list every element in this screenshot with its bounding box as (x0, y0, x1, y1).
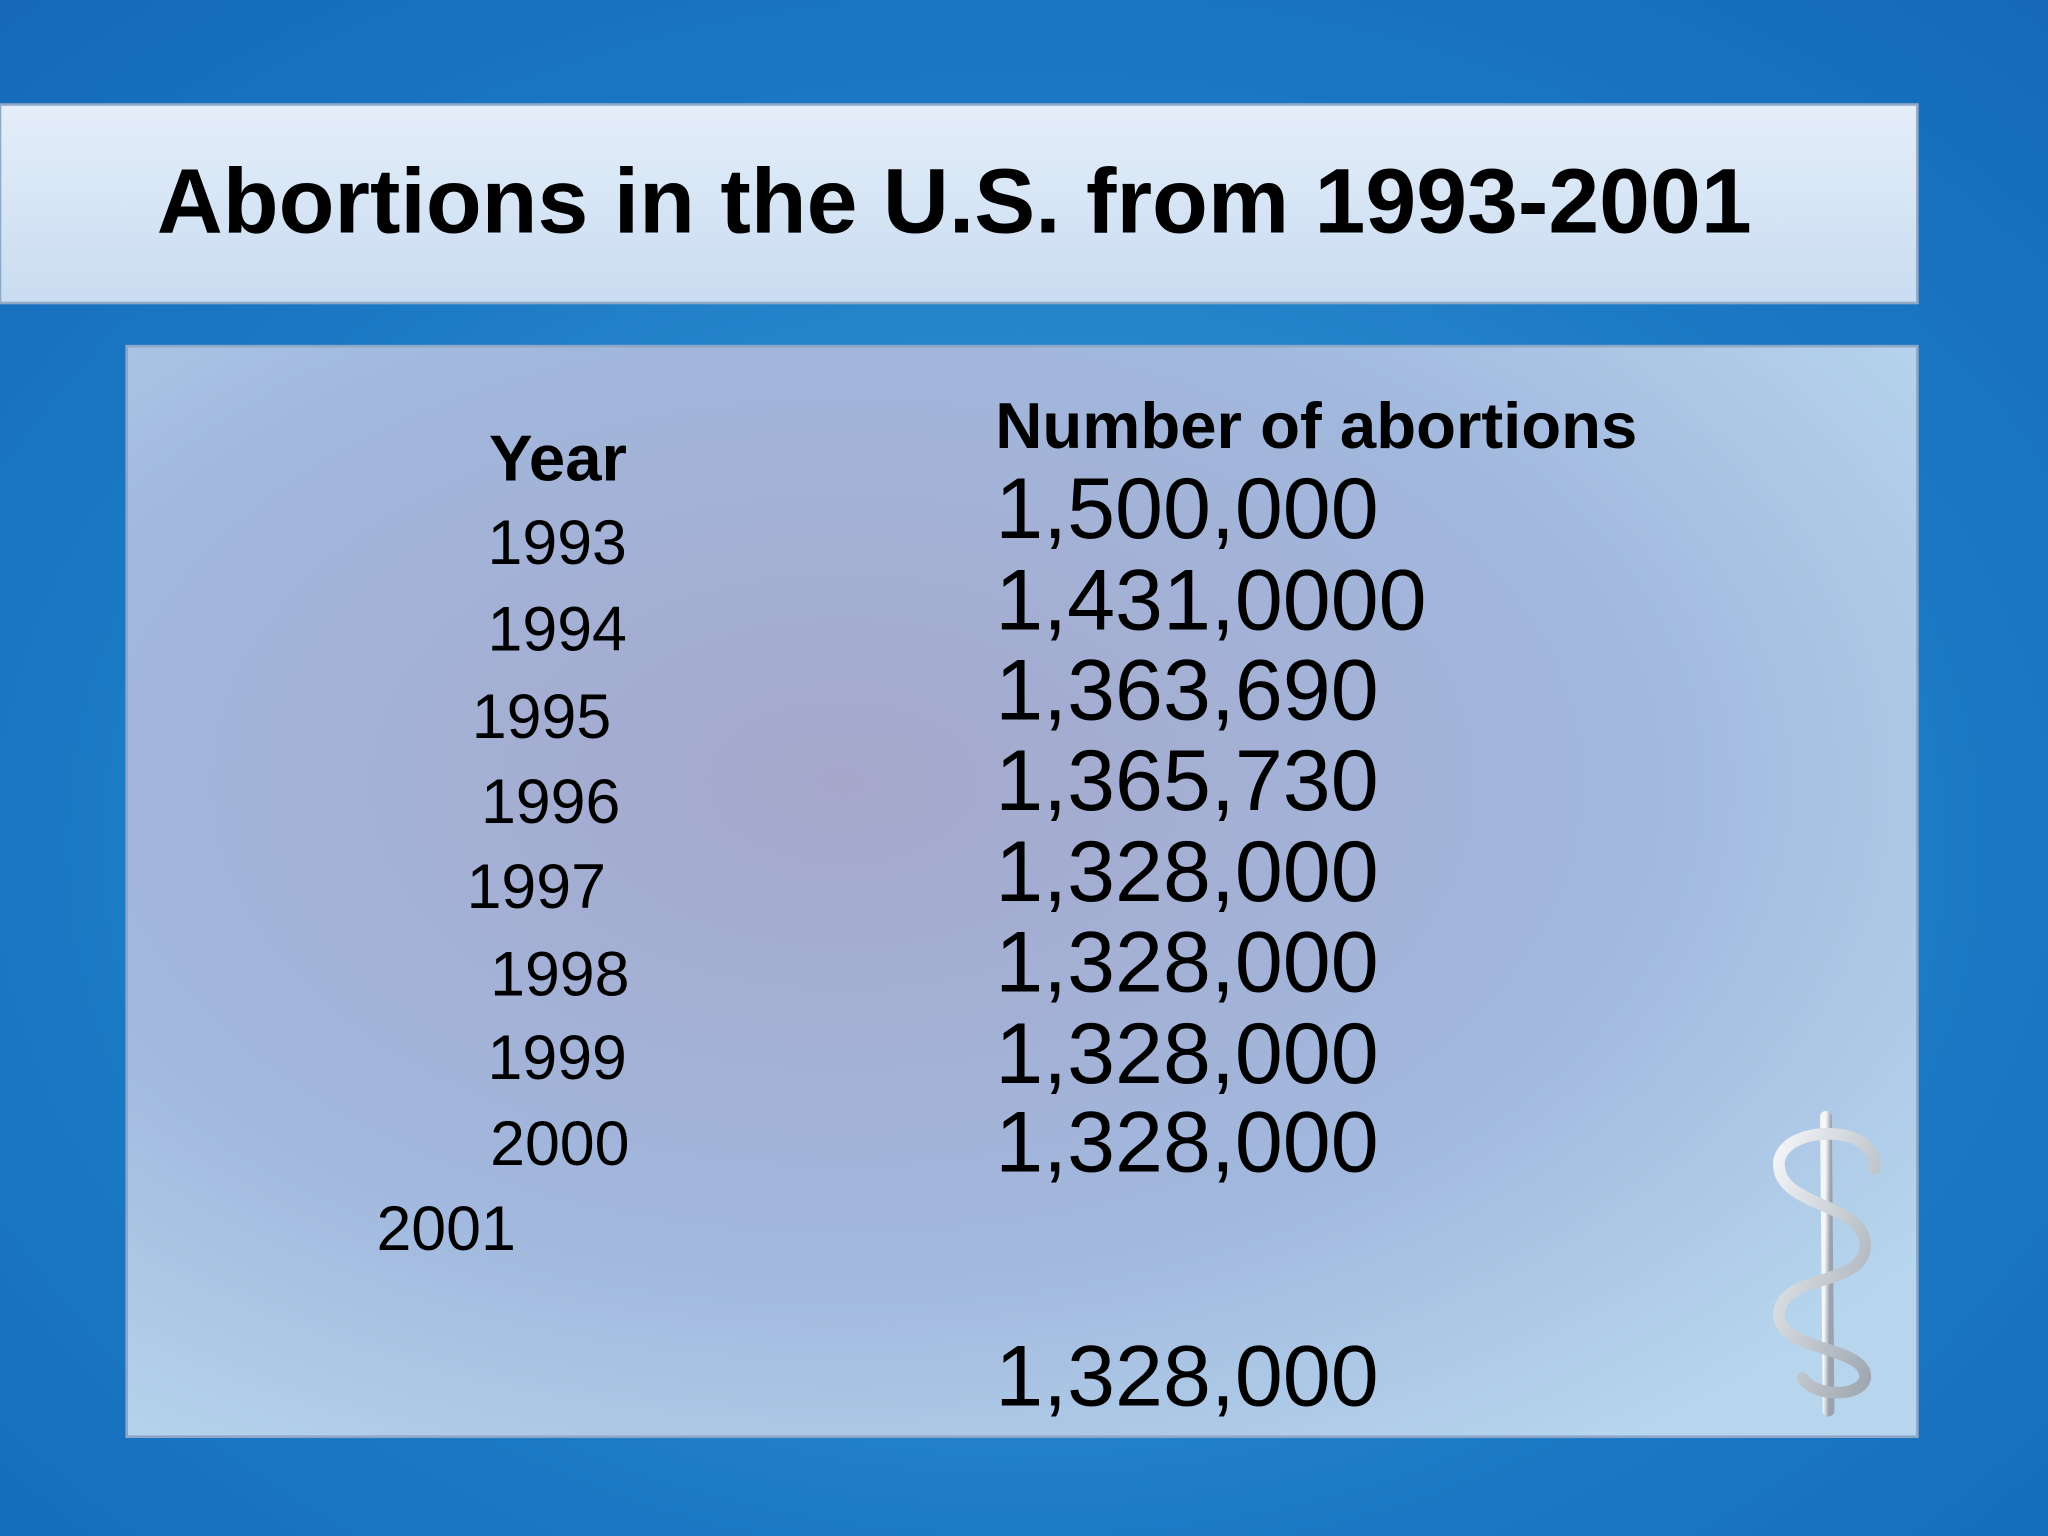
title-bar (0, 103, 1919, 305)
content-panel (125, 344, 1919, 1439)
table-body: 1993 1,500,000 1994 1,431,0000 1995 1,363,690… (376, 461, 1426, 1424)
year-cell: 1995 (472, 682, 611, 752)
count-cell: 1,500,000 (995, 461, 1378, 557)
year-cell: 1996 (481, 767, 620, 837)
year-cell: 1998 (490, 939, 629, 1009)
count-cell: 1,328,000 (995, 1095, 1378, 1191)
staff-icon (1773, 1110, 1881, 1417)
column-header: Number of abortions (995, 389, 1637, 462)
count-cell: 1,328,000 (995, 1328, 1378, 1424)
count-cell: 1,328,000 (995, 914, 1378, 1010)
column-header: Year (489, 422, 627, 495)
count-cell: 1,431,0000 (995, 553, 1426, 649)
year-cell: 1993 (487, 508, 626, 578)
year-cell: 1999 (487, 1023, 626, 1093)
slide-title: Abortions in the U.S. from 1993-2001 (157, 150, 1752, 252)
year-cell: 1997 (467, 852, 606, 922)
count-cell: 1,328,000 (995, 1006, 1378, 1102)
count-cell: 1,328,000 (995, 824, 1378, 920)
count-cell: 1,363,690 (995, 643, 1378, 739)
count-cell: 1,365,730 (995, 733, 1378, 829)
year-cell: 1994 (487, 594, 626, 664)
year-cell: 2001 (376, 1194, 515, 1264)
year-cell: 2000 (490, 1109, 629, 1179)
